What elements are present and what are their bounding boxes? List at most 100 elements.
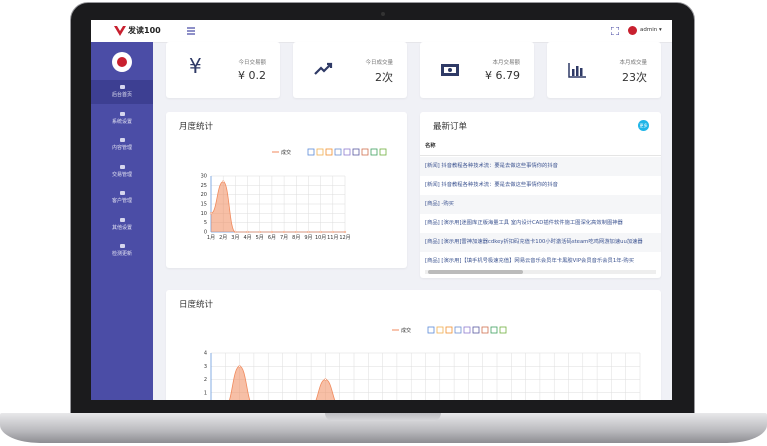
point	[331, 230, 334, 234]
menu-icon	[119, 85, 125, 89]
point	[246, 230, 249, 234]
menu-item[interactable]: 后台首页	[91, 80, 153, 104]
toolbox-button	[436, 326, 444, 334]
menu-label: 后台首页	[111, 92, 132, 98]
menu-label: 其他设置	[111, 224, 132, 231]
menu-label: 客户管理	[111, 198, 132, 204]
user-avatar[interactable]	[628, 26, 637, 35]
point	[307, 230, 310, 234]
toolbox-button	[325, 148, 333, 156]
line	[210, 181, 345, 233]
scroll-thumb[interactable]	[428, 270, 523, 274]
y-tick-label: 5	[204, 220, 207, 226]
toolbox-button	[445, 326, 453, 334]
logo-text: 发读100	[128, 26, 161, 35]
point	[319, 230, 322, 234]
menu-icon	[119, 164, 125, 169]
x-tick-label: 2月	[219, 235, 227, 241]
y-tick-label: 0	[204, 230, 207, 236]
toolbox-button	[499, 326, 507, 334]
menu-item[interactable]: 交易管理	[91, 160, 153, 184]
card-title: 月度统计	[179, 122, 214, 132]
y-tick-label: 3	[204, 364, 207, 370]
chart-card: 日度统计01234成交	[166, 290, 661, 400]
point	[282, 230, 286, 234]
x-tick-label: 1月	[207, 235, 215, 241]
point	[343, 230, 347, 234]
fullscreen[interactable]	[611, 27, 619, 35]
toolbox-button	[490, 326, 498, 334]
stat-label: 本月交易额	[492, 60, 520, 66]
menu-item[interactable]: 系统设置	[91, 107, 153, 131]
table-row[interactable]: [商品] [演示用]迷图库正版海量工具 室内设计CAD插件软件施工图深化高效制图…	[420, 214, 661, 233]
menu-label: 交易管理	[111, 171, 132, 178]
menu-item[interactable]: 其他设置	[91, 213, 153, 237]
stat-value: ¥ 0.2	[238, 69, 266, 82]
toolbox-button	[370, 148, 378, 156]
x-tick-label: 6月	[268, 235, 276, 241]
y-tick-label: 1	[204, 390, 207, 396]
toolbox-button	[361, 148, 369, 156]
point	[234, 230, 237, 234]
point	[270, 230, 274, 234]
stat-card: 本月成交量 23次	[547, 42, 661, 98]
x-tick-label: 12月	[339, 235, 350, 241]
menu-label: 系统设置	[111, 118, 132, 125]
x-tick-label: 4月	[243, 235, 251, 241]
menu-label: 检测更新	[111, 251, 132, 257]
stat-icon	[441, 64, 459, 76]
toolbox-button	[334, 148, 342, 156]
menu-icon	[119, 217, 125, 222]
menu-icon	[119, 191, 125, 195]
stat-value: 2次	[375, 71, 393, 84]
stat-label: 今日成交量	[365, 60, 393, 66]
menu-toggle[interactable]	[187, 27, 195, 35]
toolbox-button	[379, 148, 387, 156]
menu-item[interactable]: 检测更新	[91, 239, 153, 263]
user-name[interactable]: admin ▾	[640, 27, 662, 33]
toolbox-button	[343, 148, 351, 156]
point	[222, 180, 225, 183]
point	[324, 378, 327, 381]
table-row[interactable]: [新闻] 抖音教程各种技术流：要是去做这些事情你的抖音	[420, 157, 661, 176]
chart: 0 5 10 15 20 25 30 1月 2月 3月 4月 5月 6月 7月 8月 9月 10月 11月 12月 成…	[201, 148, 387, 241]
y-tick-label: 20	[201, 192, 207, 198]
point	[209, 212, 213, 215]
x-tick-label: 9月	[304, 235, 312, 241]
stat-icon	[314, 62, 333, 75]
menu-item[interactable]: 客户管理	[91, 186, 153, 210]
y-tick-label: 2	[204, 377, 207, 383]
stat-value: ¥ 6.79	[485, 69, 520, 82]
toolbox-button	[481, 326, 489, 334]
y-tick-label: 4	[204, 351, 207, 357]
chart-card: 月度统计 0 5 10 15 20 25 30 1月 2月 3月 4月 5月 6月 7月 8月 9月 10月 11月…	[166, 112, 407, 268]
menu-item[interactable]: 内容管理	[91, 133, 153, 157]
stat-icon: ¥	[189, 54, 202, 78]
toolbox-button	[454, 326, 462, 334]
stat-label: 本月成交量	[619, 60, 647, 66]
table-row[interactable]: [商品] -购买	[420, 195, 661, 214]
menu-label: 内容管理	[111, 145, 132, 151]
menu-icon	[119, 138, 125, 142]
toolbox-button	[352, 148, 360, 156]
toolbox-button	[472, 326, 480, 334]
menu-icon	[119, 244, 125, 248]
menu-icon	[119, 111, 125, 116]
more-button[interactable]: 更多	[638, 120, 649, 131]
table-header: 名称	[420, 137, 661, 156]
point	[295, 230, 298, 234]
card-title: 日度统计	[179, 300, 214, 310]
camera	[381, 12, 385, 16]
legend-label: 成交	[281, 149, 291, 156]
area	[211, 181, 345, 232]
toolbox-button	[307, 148, 315, 156]
stat-card: ¥ 今日交易额 ¥ 0.2	[166, 42, 280, 98]
toolbox-button	[316, 148, 324, 156]
table-row[interactable]: [商品] [演示用]【填手机号极速充值】网易云音乐会员年卡黑胶VIP会员音乐会员…	[420, 252, 661, 271]
y-tick-label: 30	[201, 174, 207, 180]
table-row[interactable]: [商品] [演示用]雷神加速器cdkey折扣码充值卡100小时激活码steam吃…	[420, 233, 661, 252]
table-row[interactable]: [新闻] 抖音教程各种技术流：要是去做这些事情你的抖音	[420, 176, 661, 195]
stat-icon	[568, 63, 586, 78]
card-title: 最新订单	[433, 122, 468, 132]
stat-card: 今日成交量 2次	[293, 42, 407, 98]
